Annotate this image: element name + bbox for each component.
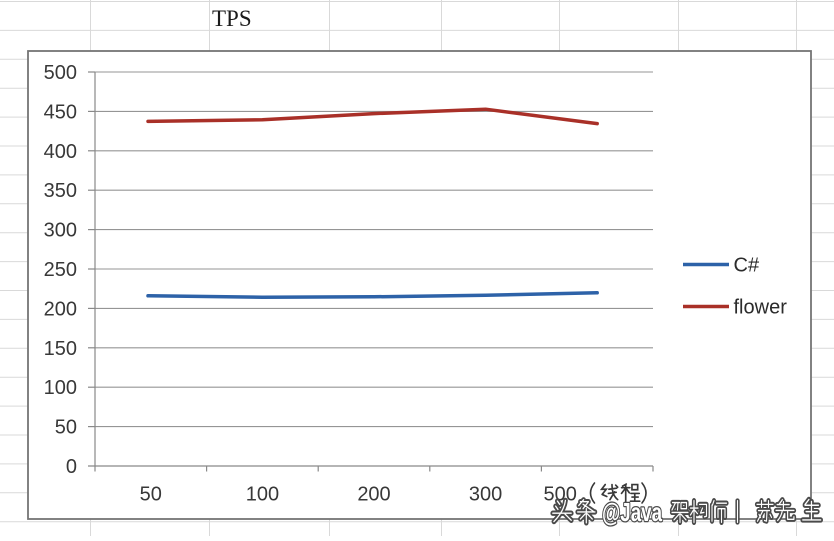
svg-text:100: 100 <box>246 484 279 506</box>
svg-text:350: 350 <box>44 180 77 202</box>
svg-text:150: 150 <box>44 338 77 360</box>
svg-text:TPS: TPS <box>212 6 252 31</box>
svg-text:@Java: @Java <box>602 497 662 527</box>
svg-text:200: 200 <box>44 298 77 320</box>
svg-text:500: 500 <box>44 62 77 84</box>
svg-text:250: 250 <box>44 259 77 281</box>
svg-text:300: 300 <box>44 220 77 242</box>
svg-text:400: 400 <box>44 141 77 163</box>
svg-text:500: 500 <box>544 484 577 506</box>
svg-text:450: 450 <box>44 101 77 123</box>
svg-text:flower: flower <box>734 297 788 319</box>
svg-text:C#: C# <box>734 255 760 277</box>
svg-text:0: 0 <box>66 456 77 478</box>
svg-text:100: 100 <box>44 377 77 399</box>
svg-text:50: 50 <box>140 484 162 506</box>
svg-text:300: 300 <box>469 484 502 506</box>
svg-text:50: 50 <box>55 417 77 439</box>
svg-text:200: 200 <box>357 484 390 506</box>
